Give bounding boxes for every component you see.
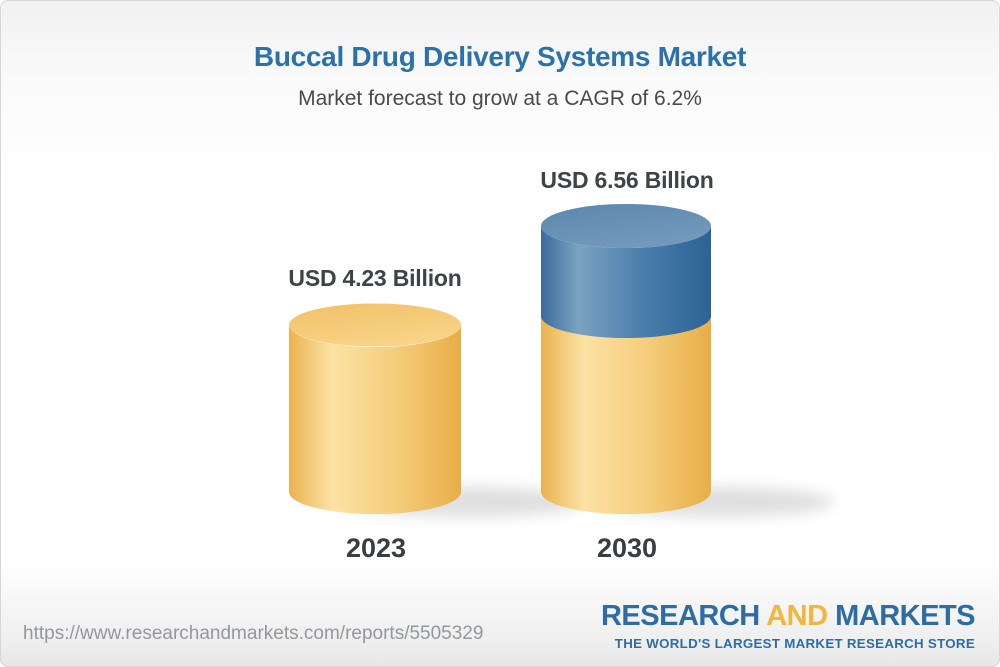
brand-tagline: THE WORLD'S LARGEST MARKET RESEARCH STOR… [614, 636, 975, 651]
bar-2030-growth-segment [541, 226, 711, 338]
bar-2030-cylinder [541, 204, 711, 514]
brand-word-research: RESEARCH [600, 600, 760, 632]
brand-word-markets: MARKETS [835, 600, 975, 632]
value-label-2030: USD 6.56 Billion [540, 167, 714, 193]
category-label-2023: 2023 [345, 533, 407, 563]
source-url: https://www.researchandmarkets.com/repor… [23, 623, 484, 644]
bar-2030-base-segment [541, 316, 711, 514]
chart-subtitle: Market forecast to grow at a CAGR of 6.2… [298, 87, 702, 110]
brand-logo: RESEARCH AND MARKETS THE WORLD'S LARGEST… [600, 600, 976, 651]
category-label-2030: 2030 [596, 533, 658, 563]
chart-title: Buccal Drug Delivery Systems Market [253, 41, 747, 72]
brand-logo-wordmark: RESEARCH AND MARKETS [600, 600, 976, 632]
bar-2023-cylinder [289, 303, 461, 514]
value-label-2023: USD 4.23 Billion [288, 265, 462, 291]
brand-word-and: AND [766, 600, 828, 632]
